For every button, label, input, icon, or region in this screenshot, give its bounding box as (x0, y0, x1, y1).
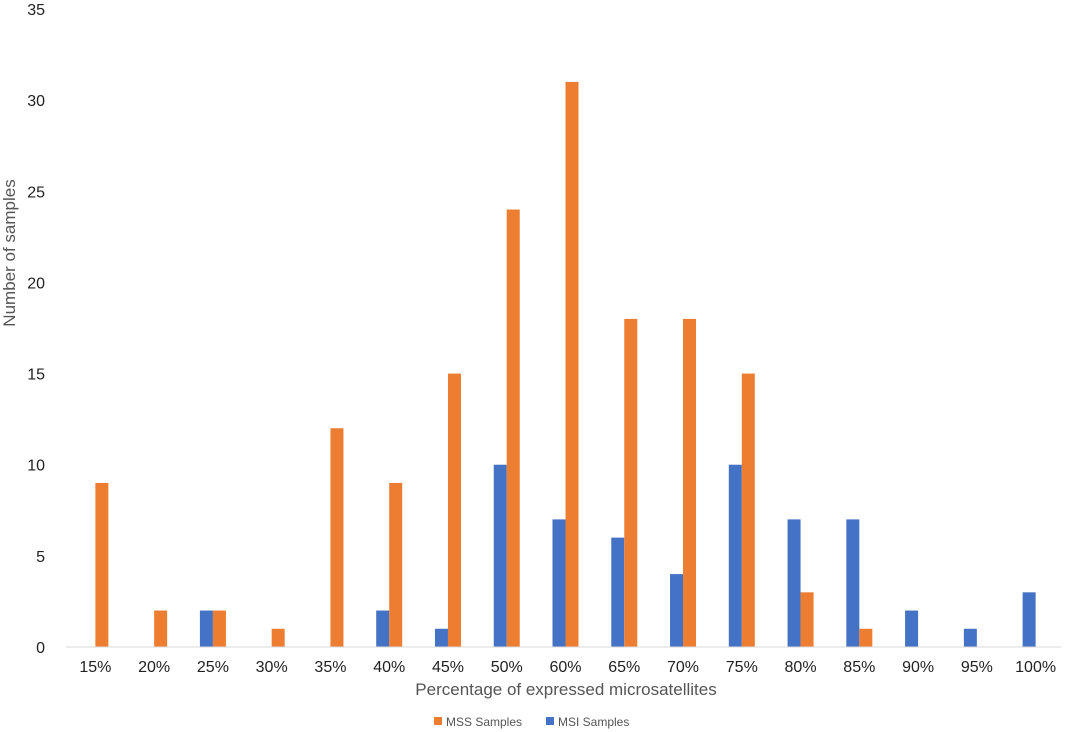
bar-mss-samples (447, 373, 461, 647)
y-axis-title-group: Number of samples (0, 179, 19, 326)
bar-mss-samples (565, 81, 579, 647)
legend-label-msi-samples: MSI Samples (558, 715, 629, 729)
x-tick-label: 30% (256, 659, 288, 676)
bar-msi-samples (552, 519, 566, 647)
bar-msi-samples (787, 519, 801, 647)
bar-msi-samples (1022, 592, 1036, 647)
bar-msi-samples (199, 610, 213, 647)
x-tick-label: 70% (667, 659, 699, 676)
x-tick-label: 60% (549, 659, 581, 676)
y-tick-label: 25 (27, 184, 45, 201)
bar-msi-samples (434, 628, 448, 647)
legend: MSS Samples MSI Samples (434, 715, 629, 729)
bar-mss-samples (154, 610, 168, 647)
bar-mss-samples (330, 428, 344, 647)
bar-msi-samples (493, 464, 507, 647)
bars (95, 81, 1036, 647)
x-tick-label: 85% (843, 659, 875, 676)
legend-swatch-mss-samples (434, 717, 442, 725)
y-tick-label: 5 (36, 549, 45, 566)
x-tick-label: 100% (1015, 659, 1056, 676)
x-tick-label: 25% (197, 659, 229, 676)
bar-mss-samples (506, 209, 520, 647)
x-tick-label: 15% (79, 659, 111, 676)
bar-mss-samples (800, 592, 814, 647)
x-tick-label: 20% (138, 659, 170, 676)
x-tick-label: 40% (373, 659, 405, 676)
bar-mss-samples (212, 610, 226, 647)
y-tick-label: 20 (27, 275, 45, 292)
bar-mss-samples (271, 628, 285, 647)
bar-mss-samples (741, 373, 755, 647)
bar-mss-samples (389, 482, 403, 647)
x-tick-label: 45% (432, 659, 464, 676)
x-tick-label: 80% (785, 659, 817, 676)
legend-swatch-msi-samples (546, 717, 554, 725)
bar-mss-samples (859, 628, 873, 647)
bar-msi-samples (905, 610, 919, 647)
y-axis-title: Number of samples (0, 179, 19, 326)
bar-msi-samples (376, 610, 390, 647)
x-axis-title: Percentage of expressed microsatellites (415, 680, 716, 699)
y-tick-label: 10 (27, 458, 45, 475)
y-tick-label: 35 (27, 2, 45, 19)
x-tick-label: 95% (961, 659, 993, 676)
bar-mss-samples (95, 482, 109, 647)
bar-mss-samples (683, 318, 697, 647)
x-tick-label: 90% (902, 659, 934, 676)
bar-mss-samples (624, 318, 638, 647)
bar-msi-samples (963, 628, 977, 647)
bar-msi-samples (846, 519, 860, 647)
bar-msi-samples (670, 574, 684, 647)
x-tick-label: 50% (491, 659, 523, 676)
y-tick-label: 0 (36, 640, 45, 657)
bar-msi-samples (728, 464, 742, 647)
y-tick-label: 15 (27, 367, 45, 384)
y-tick-label: 30 (27, 93, 45, 110)
x-tick-label: 75% (726, 659, 758, 676)
bar-msi-samples (611, 537, 625, 647)
x-tick-label: 65% (608, 659, 640, 676)
x-tick-label: 35% (314, 659, 346, 676)
legend-label-mss-samples: MSS Samples (446, 715, 522, 729)
y-tick-labels: 0 5 10 15 20 25 30 35 (27, 2, 45, 657)
x-tick-labels: 15% 20% 25% 30% 35% 40% 45% 50% 60% 65% 70% 75% 80% 8… (79, 659, 1056, 676)
